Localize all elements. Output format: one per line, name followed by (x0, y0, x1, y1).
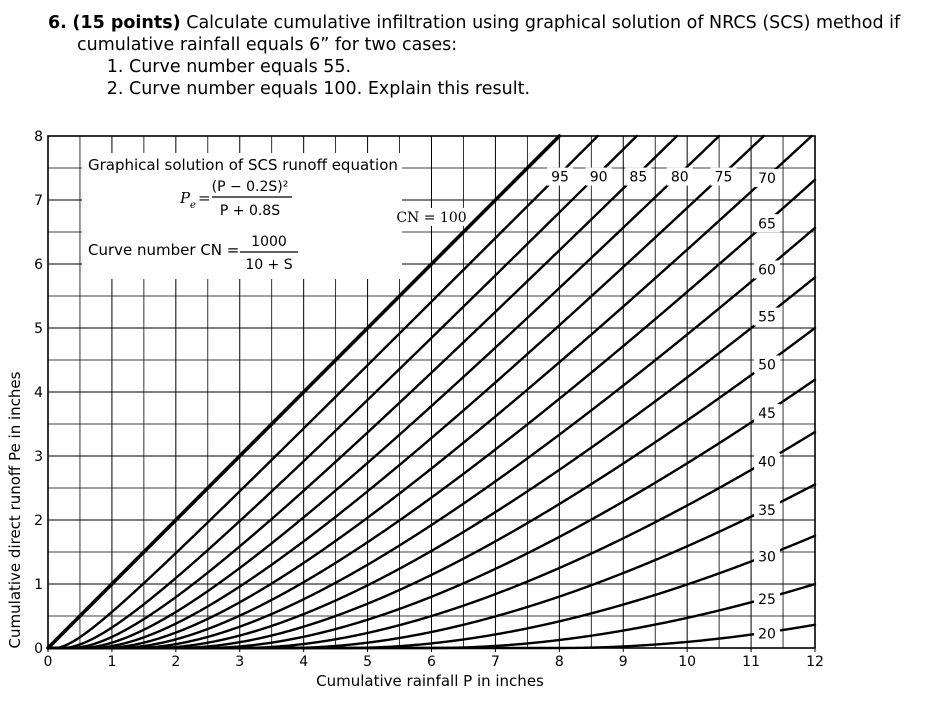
curve-label-cn-80: 80 (671, 170, 689, 186)
curve-label-background (585, 167, 612, 186)
y-axis-label: Cumulative direct runoff Pe in inches (6, 371, 24, 648)
curve-label-background (754, 624, 781, 643)
curve-cn-70 (46, 134, 813, 650)
y-tick-label: 4 (34, 385, 43, 401)
y-tick-label: 5 (34, 321, 43, 337)
curve-cn-80 (46, 134, 721, 650)
equation-denominator: P + 0.8S (220, 203, 280, 219)
curve-label-background (754, 307, 781, 326)
x-tick-label: 8 (555, 654, 564, 670)
curve-label-cn-25: 25 (758, 592, 776, 608)
curve-cn-75 (46, 134, 765, 650)
curve-label-background (754, 589, 781, 608)
case-item-2: Curve number equals 100. Explain this re… (129, 78, 923, 100)
case-list: Curve number equals 55. Curve number equ… (48, 56, 923, 100)
curve-label-cn-50: 50 (758, 358, 776, 374)
curve-cn-100 (46, 134, 562, 650)
y-tick-label: 2 (34, 513, 43, 529)
problem-points: (15 points) (72, 13, 181, 33)
problem-text-line-2: cumulative rainfall equals 6” for two ca… (77, 35, 458, 55)
curve-cn-85 (46, 134, 679, 650)
curve-label-background (754, 169, 781, 188)
curve-cn-55 (46, 276, 817, 650)
curve-label-cn-55: 55 (758, 310, 776, 326)
curve-label-background (754, 547, 781, 566)
equation-lhs: P (179, 189, 191, 207)
curve-label-background (754, 404, 781, 423)
curve-cn-60 (46, 226, 817, 650)
chart-title: Graphical solution of SCS runoff equatio… (88, 156, 398, 174)
y-tick-label: 0 (34, 641, 43, 657)
curve-label-background (754, 500, 781, 519)
x-tick-label: 4 (299, 654, 308, 670)
curve-label-cn-90: 90 (590, 170, 608, 186)
y-tick-label: 8 (34, 129, 43, 145)
curve-cn-65 (46, 178, 817, 650)
scs-runoff-chart: Graphical solution of SCS runoff equatio… (6, 129, 824, 690)
cn-denominator: 10 + S (245, 257, 292, 273)
x-tick-label: 9 (619, 654, 628, 670)
curve-label-background (395, 207, 468, 226)
curve-label-background (547, 167, 574, 186)
cn-equation: Curve number CN = 1000 10 + S (88, 234, 298, 273)
curve-cn-95 (46, 134, 599, 650)
curve-label-background (625, 167, 652, 186)
chart-ticks (47, 648, 816, 652)
curve-label-cn-35: 35 (758, 503, 776, 519)
curve-label-cn-30: 30 (758, 549, 776, 565)
x-tick-label: 3 (235, 654, 244, 670)
curve-label-cn-45: 45 (758, 406, 776, 422)
runoff-equation: P e = (P − 0.2S)² P + 0.8S (179, 179, 292, 219)
curve-label-background (754, 452, 781, 471)
x-tick-label: 12 (806, 654, 824, 670)
curve-label-cn-65: 65 (758, 216, 776, 232)
curve-labels: 20 25 30 35 40 45 50 55 60 65 70 75 80 85 90 95 CN = 100 (395, 167, 781, 643)
annotation-background (82, 153, 402, 279)
cn-numerator: 1000 (251, 234, 287, 250)
problem-line-1: 6. (15 points) Calculate cumulative infi… (48, 12, 923, 34)
problem-text-line-1: Calculate cumulative infiltration using … (186, 13, 901, 33)
curve-label-background (754, 260, 781, 279)
problem-statement: 6. (15 points) Calculate cumulative infi… (48, 12, 923, 100)
curve-label-cn-85: 85 (629, 170, 647, 186)
x-tick-label: 11 (742, 654, 760, 670)
x-tick-label: 10 (678, 654, 696, 670)
case-item-1: Curve number equals 55. (129, 56, 923, 78)
curve-label-cn-40: 40 (758, 455, 776, 471)
curve-label-background (666, 167, 693, 186)
curve-cn-90 (46, 134, 638, 650)
curve-label-cn-95: 95 (551, 170, 569, 186)
curve-label-cn-75: 75 (715, 170, 733, 186)
curve-label-cn-20: 20 (758, 626, 776, 642)
x-tick-label: 2 (171, 654, 180, 670)
chart-curves (46, 134, 817, 650)
svg-text:=: = (198, 189, 211, 207)
curve-label-background (754, 355, 781, 374)
y-tick-label: 3 (34, 449, 43, 465)
x-tick-label: 7 (491, 654, 500, 670)
curve-label-cn-60: 60 (758, 262, 776, 278)
y-tick-label: 7 (34, 193, 43, 209)
equation-numerator: (P − 0.2S)² (212, 179, 289, 195)
x-tick-label: 6 (427, 654, 436, 670)
curve-label-background (710, 167, 737, 186)
x-tick-label: 5 (363, 654, 372, 670)
problem-number: 6. (48, 13, 67, 33)
curve-label-cn-100: CN = 100 (396, 210, 466, 226)
y-tick-label: 1 (34, 577, 43, 593)
x-axis-label: Cumulative rainfall P in inches (316, 672, 544, 690)
curve-label-cn-70: 70 (758, 171, 776, 187)
equation-lhs-subscript: e (190, 200, 196, 211)
x-tick-label: 1 (107, 654, 116, 670)
y-tick-label: 6 (34, 257, 43, 273)
curve-label-background (754, 214, 781, 233)
x-tick-label: 0 (44, 654, 53, 670)
cn-label: Curve number CN = (88, 241, 239, 259)
